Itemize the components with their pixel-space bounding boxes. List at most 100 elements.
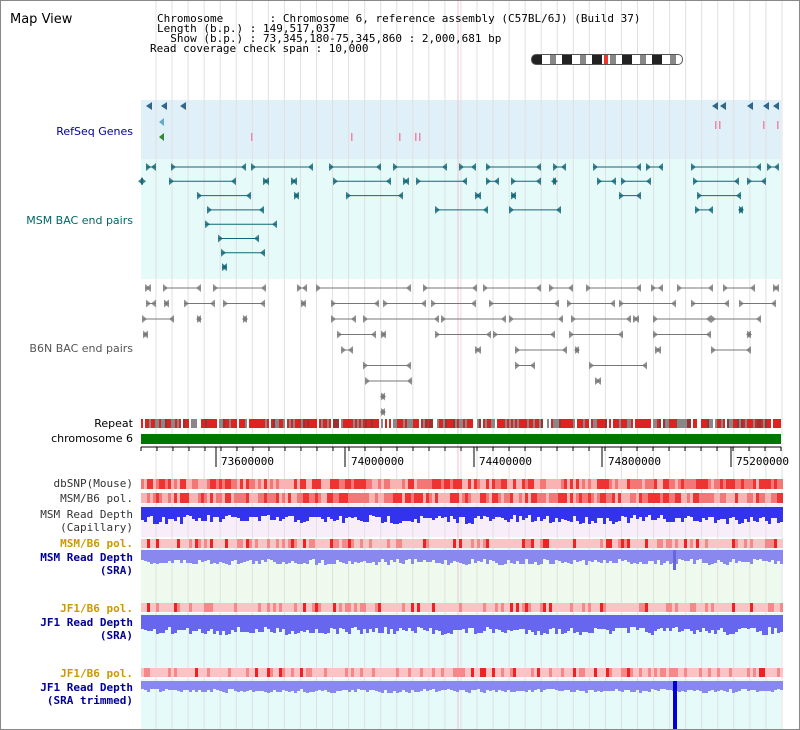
depth-bar: [627, 550, 630, 562]
depth-bar: [384, 615, 387, 627]
polymorphism-cell: [420, 603, 423, 612]
polymorphism-cell: [441, 493, 444, 503]
repeat-segment: [219, 419, 221, 428]
depth-bar: [579, 681, 582, 691]
depth-bar: [381, 681, 384, 693]
repeat-segment: [289, 419, 291, 428]
polymorphism-cell: [636, 493, 639, 503]
repeat-segment: [515, 419, 517, 428]
polymorphism-cell: [264, 539, 267, 548]
polymorphism-cell: [705, 479, 708, 489]
depth-bar: [165, 507, 168, 524]
depth-bar: [276, 507, 279, 517]
depth-bar: [549, 615, 552, 629]
b6n-bac-pair-end: [146, 284, 151, 292]
polymorphism-cell: [231, 479, 234, 489]
polymorphism-cell: [684, 479, 687, 489]
polymorphism-cell: [780, 603, 783, 612]
polymorphism-cell: [285, 539, 288, 548]
polymorphism-cell: [276, 479, 279, 489]
polymorphism-cell: [489, 493, 492, 503]
depth-bar: [582, 681, 585, 691]
polymorphism-cell: [528, 539, 531, 548]
depth-bar: [771, 550, 774, 560]
depth-bar: [771, 507, 774, 518]
polymorphism-cell: [384, 668, 387, 677]
polymorphism-cell: [519, 603, 522, 612]
polymorphism-cell: [462, 539, 465, 548]
polymorphism-cell: [537, 539, 540, 548]
polymorphism-cell: [213, 539, 216, 548]
polymorphism-cell: [612, 539, 615, 548]
polymorphism-cell: [516, 603, 519, 612]
polymorphism-cell: [669, 493, 672, 503]
polymorphism-cell: [726, 603, 729, 612]
polymorphism-cell: [447, 479, 450, 489]
depth-bar: [780, 507, 783, 522]
depth-bar: [669, 507, 672, 522]
polymorphism-cell: [189, 479, 192, 489]
polymorphism-cell: [516, 539, 519, 548]
polymorphism-cell: [510, 539, 513, 548]
polymorphism-cell: [426, 668, 429, 677]
polymorphism-cell: [585, 668, 588, 677]
depth-bar: [738, 550, 741, 561]
depth-bar: [594, 681, 597, 692]
b6n-bac-pair-end: [567, 299, 572, 308]
polymorphism-cell: [210, 668, 213, 677]
depth-bar: [711, 681, 714, 690]
polymorphism-cell: [420, 539, 423, 548]
polymorphism-cell: [774, 493, 777, 503]
depth-bar: [342, 550, 345, 563]
repeat-segment: [685, 419, 687, 428]
polymorphism-cell: [333, 479, 336, 489]
polymorphism-cell: [357, 668, 360, 677]
polymorphism-cell: [468, 479, 471, 489]
polymorphism-cell: [207, 668, 210, 677]
depth-bar: [537, 550, 540, 565]
polymorphism-cell: [534, 603, 537, 612]
depth-bar: [159, 550, 162, 563]
polymorphism-cell: [693, 603, 696, 612]
depth-bar: [276, 550, 279, 564]
depth-bar: [183, 615, 186, 630]
depth-bar: [540, 681, 543, 692]
depth-bar: [642, 681, 645, 691]
depth-bar: [150, 550, 153, 564]
polymorphism-cell: [555, 603, 558, 612]
polymorphism-cell: [441, 539, 444, 548]
polymorphism-cell: [342, 668, 345, 677]
b6n-bac-pair-end: [407, 377, 412, 385]
polymorphism-cell: [462, 603, 465, 612]
polymorphism-cell: [240, 539, 243, 548]
b6n-bac-pair-end: [196, 315, 201, 323]
repeat-segment: [165, 419, 167, 428]
b6n-bac-pair-end: [406, 361, 411, 370]
polymorphism-cell: [339, 493, 342, 503]
msm-bac-pair-end: [561, 163, 566, 171]
polymorphism-cell: [387, 668, 390, 677]
depth-bar: [510, 507, 513, 519]
polymorphism-cell: [381, 479, 384, 489]
depth-bar: [303, 507, 306, 522]
depth-bar: [684, 681, 687, 692]
chromosome-ideogram[interactable]: [531, 54, 683, 65]
polymorphism-cell: [579, 603, 582, 612]
depth-bar: [282, 615, 285, 629]
depth-bar: [585, 615, 588, 632]
polymorphism-cell: [519, 668, 522, 677]
polymorphism-cell: [528, 479, 531, 489]
depth-bar: [621, 681, 624, 692]
polymorphism-cell: [348, 539, 351, 548]
polymorphism-cell: [150, 668, 153, 677]
gene-marker: [146, 102, 152, 110]
depth-bar: [522, 615, 525, 629]
polymorphism-cell: [699, 603, 702, 612]
depth-bar: [558, 507, 561, 522]
depth-bar: [306, 550, 309, 564]
depth-bar: [648, 507, 651, 515]
depth-bar: [453, 507, 456, 519]
depth-bar: [654, 550, 657, 564]
polymorphism-cell: [435, 668, 438, 677]
polymorphism-cell: [198, 668, 201, 677]
